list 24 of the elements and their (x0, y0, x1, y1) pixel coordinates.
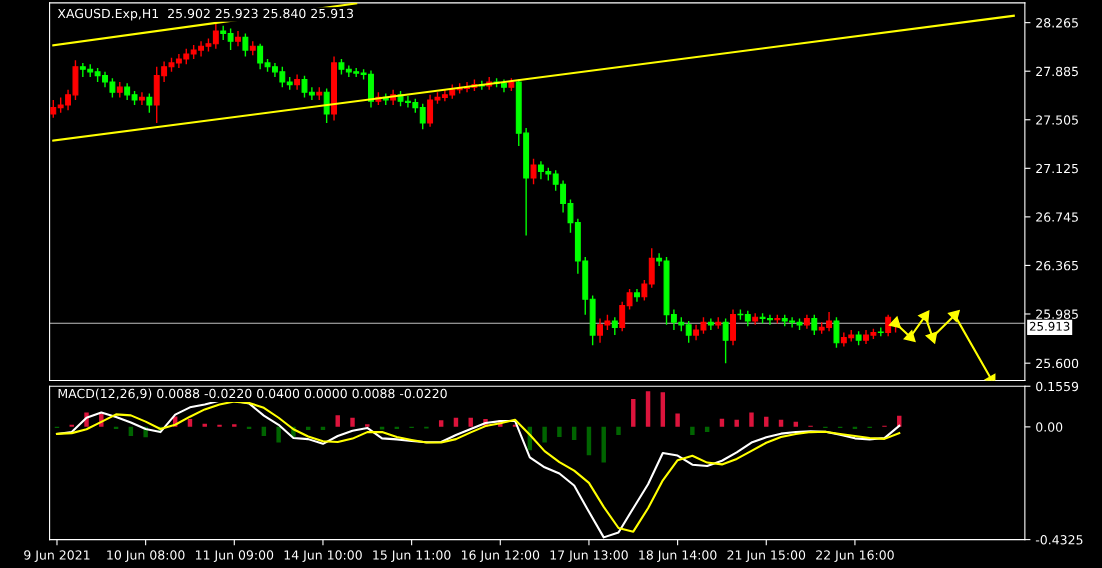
y-tick-label: 25.985 (1036, 309, 1078, 319)
y-tick-label: 27.125 (1036, 163, 1078, 174)
x-tick-label: 16 Jun 12:00 (461, 550, 540, 563)
y-tick-label: 26.365 (1036, 260, 1078, 271)
x-tick-label: 22 Jun 16:00 (816, 550, 894, 563)
y-tick-label: 0.00 (1036, 422, 1063, 432)
chart-title: XAGUSD.Exp,H1 25.902 25.923 25.840 25.913 (57, 8, 354, 21)
x-tick-label: 17 Jun 13:00 (550, 550, 628, 563)
y-tick-label: 25.600 (1036, 358, 1079, 369)
x-tick-label: 10 Jun 08:00 (107, 550, 185, 563)
x-tick-label: 15 Jun 11:00 (373, 550, 451, 563)
x-tick-label: 11 Jun 09:00 (195, 550, 274, 563)
chart-title: MACD(12,26,9) 0.0088 -0.0220 0.0400 0.0000 0.0088 -0.0220 (58, 388, 447, 400)
x-tick-label: 9 Jun 2021 (24, 550, 90, 563)
y-tick-label: -0.4325 (1035, 535, 1083, 545)
y-tick-label: 27.505 (1036, 115, 1078, 125)
x-tick-label: 14 Jun 10:00 (284, 550, 362, 563)
y-tick-label: 0.1559 (1036, 381, 1079, 392)
x-tick-label: 18 Jun 14:00 (639, 550, 717, 563)
y-tick-label: 27.885 (1036, 66, 1078, 77)
ref-line-label: 25.913 (1029, 321, 1070, 331)
y-tick-label: 26.745 (1036, 212, 1078, 222)
x-tick-label: 21 Jun 15:00 (727, 550, 806, 563)
y-tick-label: 28.265 (1036, 18, 1078, 28)
